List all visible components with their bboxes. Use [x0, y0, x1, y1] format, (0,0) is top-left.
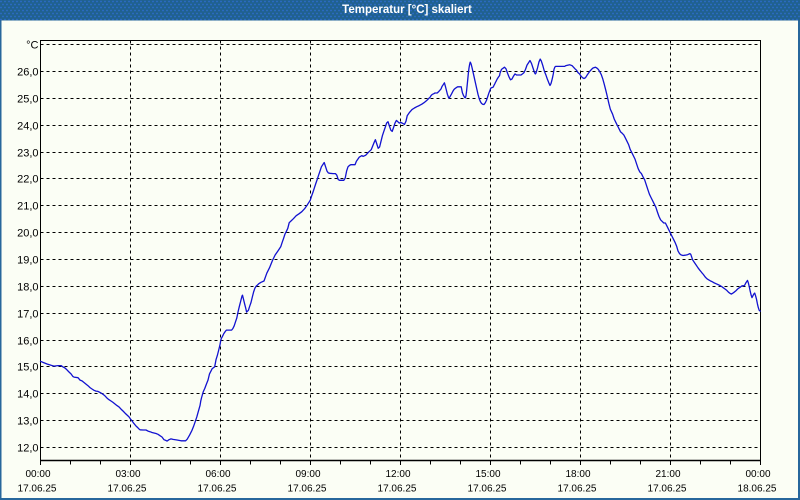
- svg-text:17.06.25: 17.06.25: [648, 484, 687, 495]
- svg-text:22,0: 22,0: [17, 173, 38, 185]
- svg-text:09:00: 09:00: [295, 469, 320, 480]
- svg-text:25,0: 25,0: [17, 93, 38, 105]
- svg-text:21,0: 21,0: [17, 200, 38, 212]
- svg-text:17.06.25: 17.06.25: [558, 484, 597, 495]
- svg-text:18.06.25: 18.06.25: [738, 484, 777, 495]
- svg-text:16,0: 16,0: [17, 335, 38, 347]
- svg-text:18:00: 18:00: [565, 469, 590, 480]
- svg-text:03:00: 03:00: [115, 469, 140, 480]
- svg-text:14,0: 14,0: [17, 388, 38, 400]
- svg-text:06:00: 06:00: [205, 469, 230, 480]
- svg-text:12:00: 12:00: [385, 469, 410, 480]
- svg-text:21:00: 21:00: [655, 469, 680, 480]
- svg-text:15,0: 15,0: [17, 361, 38, 373]
- svg-text:24,0: 24,0: [17, 120, 38, 132]
- svg-text:00:00: 00:00: [745, 469, 770, 480]
- svg-text:19,0: 19,0: [17, 254, 38, 266]
- svg-text:17.06.25: 17.06.25: [108, 484, 147, 495]
- svg-text:17.06.25: 17.06.25: [378, 484, 417, 495]
- svg-text:00:00: 00:00: [25, 469, 50, 480]
- svg-text:17.06.25: 17.06.25: [198, 484, 237, 495]
- svg-text:23,0: 23,0: [17, 147, 38, 159]
- svg-text:26,0: 26,0: [17, 66, 38, 78]
- svg-text:17,0: 17,0: [17, 308, 38, 320]
- svg-text:15:00: 15:00: [475, 469, 500, 480]
- svg-text:18,0: 18,0: [17, 281, 38, 293]
- svg-text:°C: °C: [26, 39, 38, 51]
- svg-text:20,0: 20,0: [17, 227, 38, 239]
- svg-text:17.06.25: 17.06.25: [18, 484, 57, 495]
- svg-text:17.06.25: 17.06.25: [468, 484, 507, 495]
- svg-text:Temperatur [°C] skaliert: Temperatur [°C] skaliert: [342, 4, 472, 16]
- svg-text:13,0: 13,0: [17, 415, 38, 427]
- svg-text:17.06.25: 17.06.25: [288, 484, 327, 495]
- svg-text:12,0: 12,0: [17, 442, 38, 454]
